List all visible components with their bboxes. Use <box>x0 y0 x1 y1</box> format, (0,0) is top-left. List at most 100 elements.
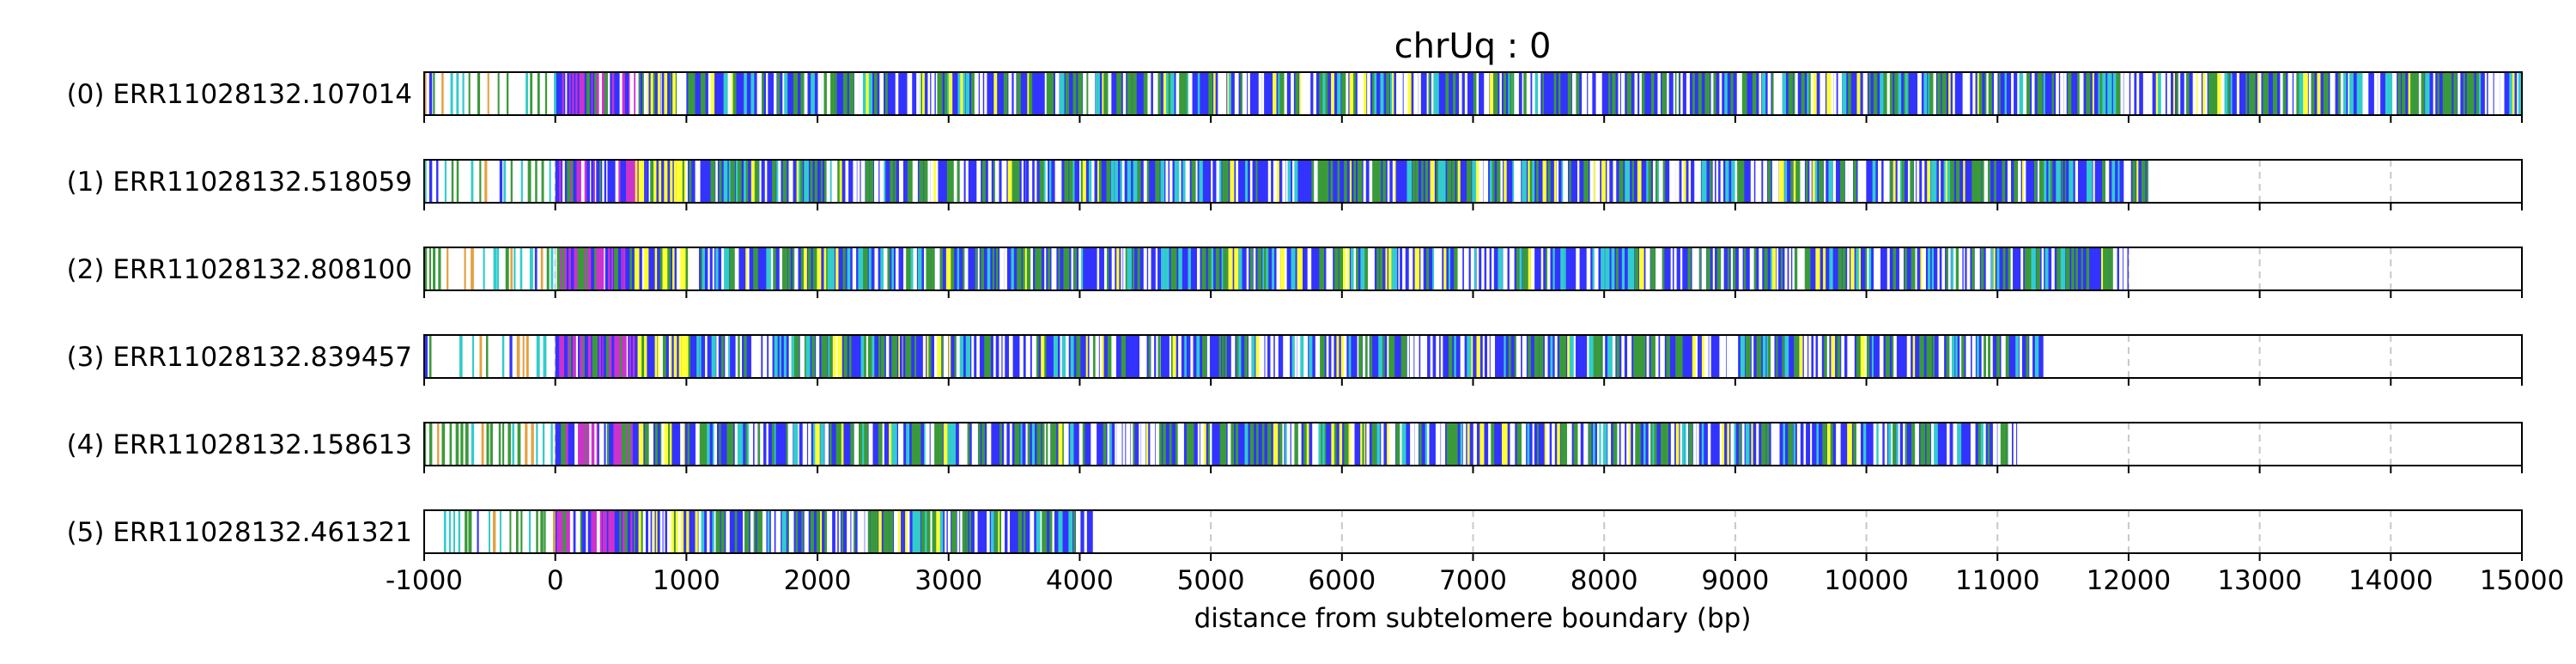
read-stripe <box>1229 72 1230 115</box>
read-stripe <box>1676 423 1680 466</box>
read-stripe <box>1595 247 1599 290</box>
read-stripe <box>1438 160 1443 203</box>
read-stripe <box>1014 72 1017 115</box>
read-stripe <box>1880 72 1883 115</box>
read-stripe <box>630 423 632 466</box>
read-stripe <box>483 247 485 290</box>
read-stripe <box>2518 72 2522 115</box>
read-stripe <box>1843 423 1845 466</box>
read-stripe <box>1139 423 1140 466</box>
read-stripe <box>1110 423 1112 466</box>
read-stripe <box>1029 160 1032 203</box>
read-stripe <box>730 510 734 553</box>
read-stripe <box>1042 160 1044 203</box>
read-stripe <box>701 72 706 115</box>
read-stripe <box>1341 72 1346 115</box>
read-stripe <box>2458 72 2460 115</box>
read-stripe <box>2500 72 2504 115</box>
read-stripe <box>1555 247 1559 290</box>
read-stripe <box>1060 72 1065 115</box>
read-stripe <box>841 423 844 466</box>
read-stripe <box>926 247 931 290</box>
read-stripe <box>822 335 825 378</box>
read-stripe <box>1430 423 1434 466</box>
read-stripe <box>808 247 811 290</box>
read-stripe <box>1199 160 1202 203</box>
read-stripe <box>1905 247 1907 290</box>
read-stripe <box>1032 423 1035 466</box>
read-stripe <box>1285 247 1287 290</box>
read-stripe <box>1173 335 1176 378</box>
read-stripe <box>861 160 866 203</box>
read-stripe <box>1804 335 1807 378</box>
read-stripe <box>1303 335 1308 378</box>
read-stripe <box>999 423 1002 466</box>
read-stripe <box>702 247 705 290</box>
read-stripe <box>1845 160 1849 203</box>
read-stripe <box>2125 72 2129 115</box>
read-stripe <box>1522 247 1526 290</box>
read-stripe <box>1219 335 1222 378</box>
read-stripe <box>891 247 894 290</box>
read-stripe <box>729 423 734 466</box>
read-stripe <box>1484 160 1489 203</box>
read-stripe <box>1354 423 1358 466</box>
read-stripe <box>500 160 502 203</box>
read-stripe <box>1806 423 1808 466</box>
read-stripe <box>1890 160 1893 203</box>
read-stripe <box>1030 510 1034 553</box>
read-stripe <box>658 72 660 115</box>
read-stripe <box>931 423 933 466</box>
read-stripe <box>1697 160 1701 203</box>
read-stripe <box>818 72 822 115</box>
read-stripe <box>1170 72 1175 115</box>
read-stripe <box>2453 72 2457 115</box>
read-stripe <box>1727 423 1729 466</box>
read-stripe <box>1941 247 1945 290</box>
read-stripe <box>1250 247 1253 290</box>
read-stripe <box>805 72 808 115</box>
read-stripe <box>744 72 747 115</box>
read-stripe <box>918 247 922 290</box>
read-stripe <box>1831 423 1833 466</box>
read-label: (4) ERR11028132.158613 <box>67 429 412 460</box>
read-stripe <box>1977 335 1979 378</box>
read-stripe <box>471 160 473 203</box>
read-stripe <box>796 72 798 115</box>
read-stripe <box>1643 160 1647 203</box>
read-stripe <box>1824 160 1826 203</box>
read-stripe <box>646 510 648 553</box>
read-stripe <box>1427 423 1429 466</box>
read-stripe <box>1789 335 1791 378</box>
read-stripe <box>941 335 943 378</box>
read-stripe <box>1952 335 1954 378</box>
read-stripe <box>1948 247 1951 290</box>
read-stripe <box>1654 423 1656 466</box>
read-stripe <box>1577 160 1579 203</box>
read-stripe <box>1631 247 1634 290</box>
read-stripe <box>1971 423 1976 466</box>
read-stripe <box>507 72 508 115</box>
read-stripe <box>1783 72 1786 115</box>
read-stripe <box>1491 335 1495 378</box>
read-stripe <box>1381 423 1383 466</box>
read-stripe <box>2123 160 2128 203</box>
read-stripe <box>1896 423 1898 466</box>
read-stripe <box>858 510 860 553</box>
read-stripe <box>1051 423 1054 466</box>
read-stripe <box>716 335 718 378</box>
read-stripe <box>1069 72 1073 115</box>
read-stripe <box>1105 335 1107 378</box>
read-stripe <box>2512 72 2515 115</box>
read-stripe <box>1856 72 1860 115</box>
read-stripe <box>2036 247 2040 290</box>
read-stripe <box>2178 72 2180 115</box>
read-stripe <box>1662 72 1666 115</box>
read-stripe <box>635 335 637 378</box>
read-stripe <box>1788 423 1793 466</box>
read-stripe <box>671 335 673 378</box>
read-stripe <box>1759 72 1761 115</box>
read-stripe <box>1315 335 1321 378</box>
read-stripe <box>1360 247 1364 290</box>
read-stripe <box>738 423 741 466</box>
